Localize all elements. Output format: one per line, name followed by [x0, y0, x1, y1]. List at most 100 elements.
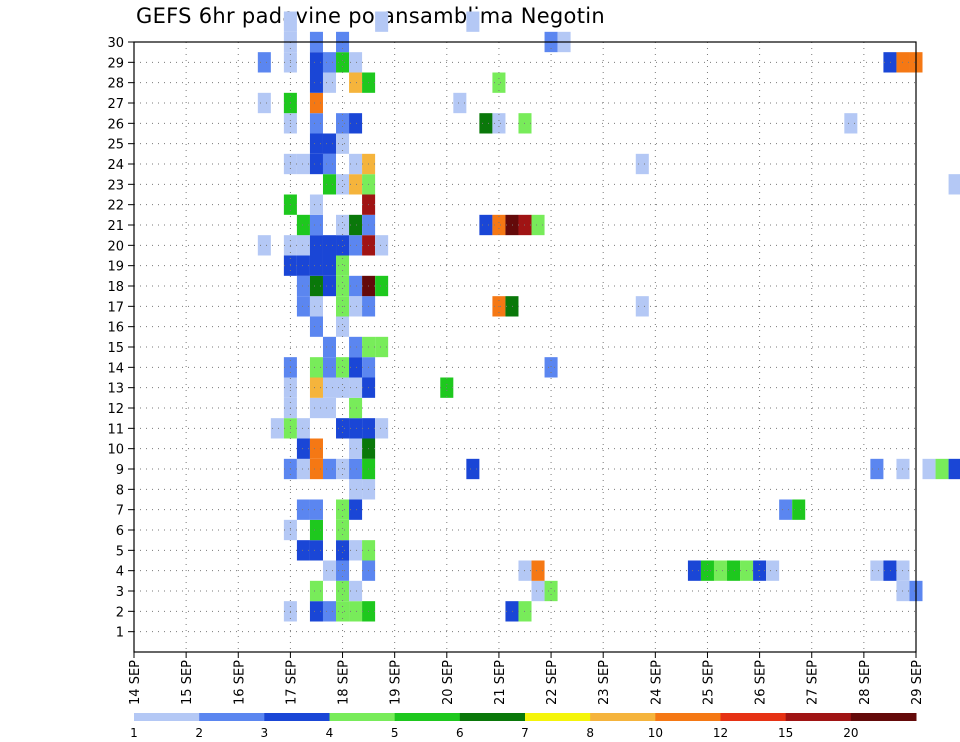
heatmap-cell: [322, 174, 337, 195]
colorbar-label: 6: [456, 726, 464, 740]
heatmap-cell: [270, 418, 284, 439]
heatmap-cell: [309, 499, 323, 520]
x-tick-label: 23 SEP: [597, 660, 612, 705]
y-tick-label: 2: [116, 605, 124, 620]
heatmap-cell: [505, 601, 519, 622]
heatmap-cell: [309, 580, 323, 602]
heatmap-cell: [322, 255, 337, 276]
heatmap-cell: [336, 499, 350, 520]
heatmap-cell: [296, 214, 310, 236]
heatmap-cell: [336, 601, 350, 622]
y-tick-label: 28: [107, 77, 124, 92]
colorbar-label: 4: [326, 726, 334, 740]
colorbar-segment: [134, 713, 200, 721]
heatmap-cell: [336, 235, 350, 256]
heatmap-cell: [349, 153, 363, 175]
heatmap-cell: [349, 52, 363, 73]
heatmap-cell: [349, 357, 363, 378]
heatmap-cell: [257, 52, 271, 73]
heatmap-cell: [870, 458, 884, 480]
heatmap-cell: [687, 560, 701, 581]
heatmap-cell: [727, 560, 741, 581]
heatmap-cell: [375, 336, 389, 358]
heatmap-cell: [296, 275, 310, 297]
heatmap-cell: [713, 560, 728, 581]
heatmap-cell: [309, 438, 323, 459]
y-tick-label: 21: [107, 219, 124, 234]
heatmap-cell: [336, 52, 350, 73]
heatmap-cell: [309, 92, 323, 114]
heatmap-cell: [336, 255, 350, 276]
heatmap-cell: [375, 275, 389, 297]
heatmap-cell: [322, 52, 337, 73]
colorbar-label: 10: [648, 726, 663, 740]
heatmap-cell: [322, 72, 337, 93]
x-tick-label: 15 SEP: [180, 660, 195, 705]
heatmap-cell: [766, 560, 780, 581]
y-tick-label: 19: [107, 260, 124, 275]
heatmap-cell: [492, 72, 506, 93]
x-tick-label: 14 SEP: [128, 660, 143, 705]
heatmap-cell: [309, 397, 323, 419]
y-tick-label: 1: [116, 626, 124, 641]
colorbar-label: 2: [195, 726, 203, 740]
heatmap-cell: [309, 601, 323, 622]
heatmap-cell: [336, 174, 350, 195]
heatmap-cell: [635, 296, 649, 317]
heatmap-cell: [453, 92, 467, 114]
y-tick-label: 22: [107, 199, 124, 214]
x-tick-label: 22 SEP: [545, 660, 560, 705]
y-tick-label: 25: [107, 138, 124, 153]
heatmap-cell: [466, 458, 480, 480]
y-tick-label: 14: [107, 361, 124, 376]
heatmap-cell: [349, 458, 363, 480]
heatmap-cell: [935, 458, 949, 480]
heatmap-cell: [309, 377, 323, 398]
x-tick-label: 21 SEP: [493, 660, 508, 705]
colorbar-label: 5: [391, 726, 399, 740]
heatmap-cell: [283, 11, 297, 32]
heatmap-cell: [844, 113, 858, 134]
y-tick-label: 15: [107, 341, 124, 356]
heatmap-cell: [349, 296, 363, 317]
heatmap-cell: [322, 153, 337, 175]
heatmap-cell: [531, 580, 545, 602]
y-tick-label: 13: [107, 382, 124, 397]
heatmap-cell: [883, 52, 897, 73]
heatmap-cell: [531, 560, 545, 581]
heatmap-cell: [296, 499, 310, 520]
heatmap-cell: [296, 235, 310, 256]
heatmap-cell: [336, 214, 350, 236]
x-tick-label: 20 SEP: [441, 660, 456, 705]
heatmap-cell: [349, 275, 363, 297]
y-tick-label: 7: [116, 504, 124, 519]
y-tick-label: 23: [107, 178, 124, 193]
colorbar-label: 20: [843, 726, 858, 740]
heatmap-cell: [296, 418, 310, 439]
colorbar-label: 1: [130, 726, 138, 740]
x-tick-label: 17 SEP: [284, 660, 299, 705]
heatmap-cell: [336, 275, 350, 297]
heatmap-cell: [336, 580, 350, 602]
heatmap-cell: [322, 560, 337, 581]
heatmap-cell: [779, 499, 793, 520]
heatmap-cell: [296, 458, 310, 480]
heatmap-cell: [309, 72, 323, 93]
heatmap-cell: [349, 438, 363, 459]
x-tick-label: 24 SEP: [649, 660, 664, 705]
y-tick-label: 5: [116, 544, 124, 559]
y-tick-label: 3: [116, 585, 124, 600]
y-tick-label: 27: [107, 97, 124, 112]
y-tick-label: 20: [107, 239, 124, 254]
heatmap-cell: [492, 214, 506, 236]
heatmap-cell: [322, 336, 337, 358]
heatmap-cell: [479, 113, 493, 134]
x-tick-label: 27 SEP: [806, 660, 821, 705]
x-tick-label: 28 SEP: [858, 660, 873, 705]
x-tick-label: 16 SEP: [232, 660, 247, 705]
y-tick-label: 18: [107, 280, 124, 295]
heatmap-cell: [309, 296, 323, 317]
heatmap-cell: [309, 194, 323, 215]
heatmap-cell: [466, 11, 480, 32]
heatmap-cell: [349, 72, 363, 93]
